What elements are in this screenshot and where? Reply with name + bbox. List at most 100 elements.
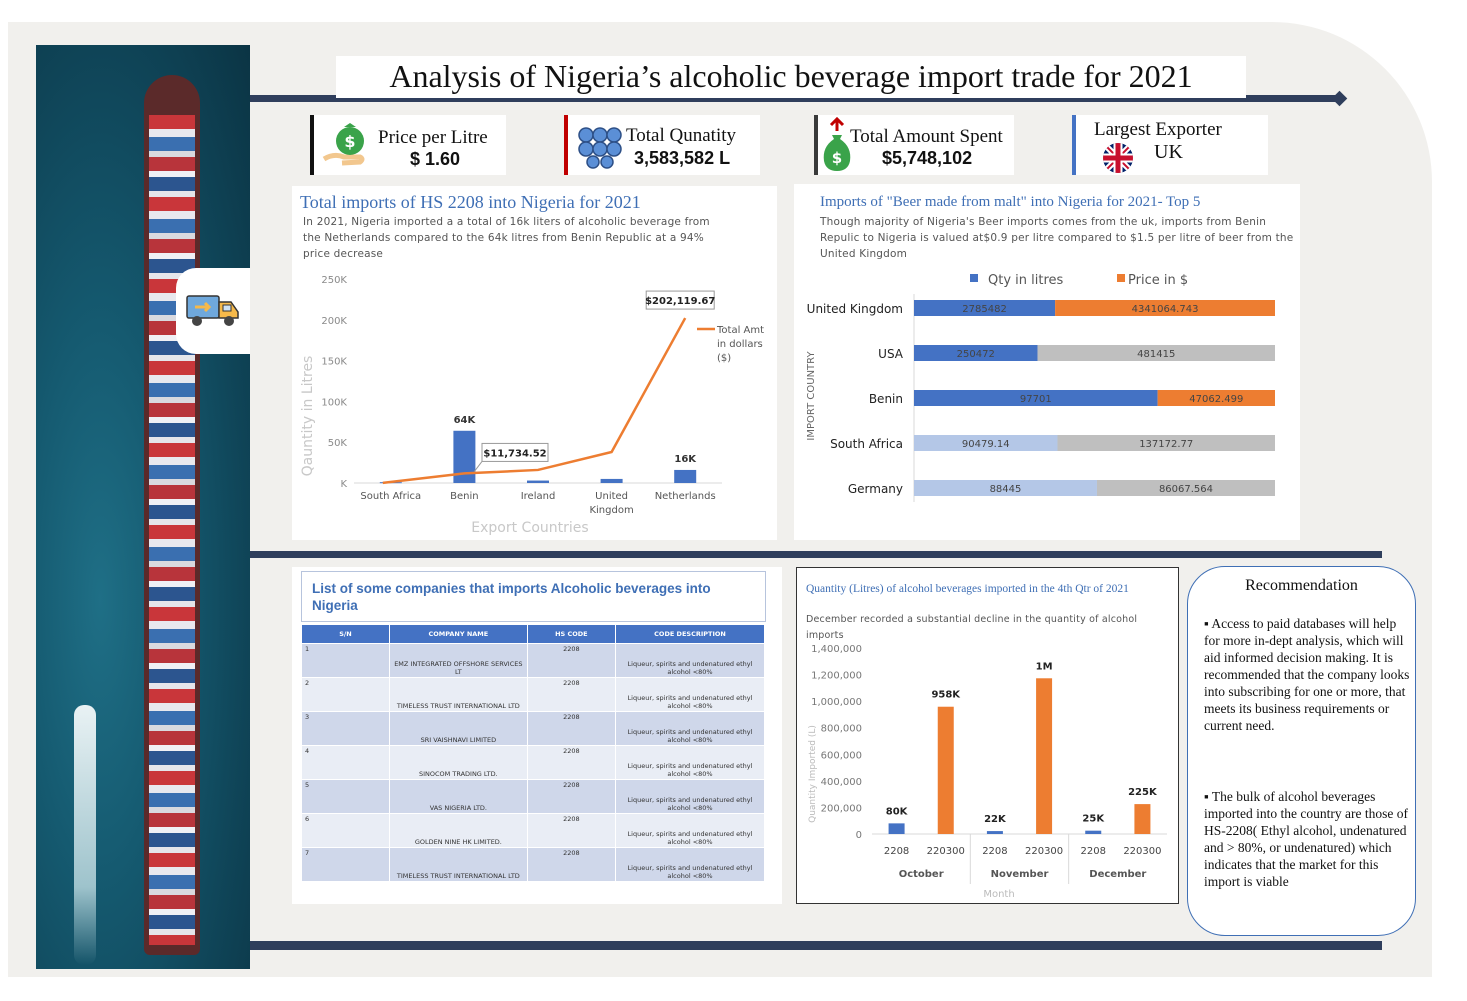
category-label: United Kingdom	[807, 302, 903, 316]
panel-subtitle: December recorded a substantial decline …	[806, 614, 1138, 641]
group-label: October	[899, 869, 944, 880]
cell-company-name: SINOCOM TRADING LTD.	[388, 745, 528, 780]
category-label: USA	[878, 347, 904, 361]
bar-data-label: 250472	[957, 349, 995, 360]
cell-code-description: Liqueur, spirits and undenatured ethyl a…	[615, 677, 765, 712]
cell-sn: 6	[301, 813, 390, 848]
x-tick-label: 2208	[1081, 846, 1106, 857]
y-tick-label: 200K	[321, 316, 347, 327]
bar-data-label: 97701	[1020, 394, 1052, 405]
container-ship-photo	[36, 45, 250, 969]
barrels-icon	[578, 127, 622, 169]
x-tick-label: 220300	[1123, 846, 1161, 857]
cell-sn: 7	[301, 847, 390, 882]
group-label: November	[991, 869, 1049, 880]
bar-data-label: 80K	[886, 806, 909, 817]
bar-data-label: 958K	[931, 690, 961, 701]
kpi-value: 3,583,582 L	[634, 148, 731, 168]
panel-q4-quantity: Quantity (Litres) of alcohol beverages i…	[796, 567, 1179, 904]
line-series-total-amount	[382, 317, 687, 485]
bar	[937, 706, 954, 834]
kpi-price-per-litre: $ Price per Litre $ 1.60	[310, 115, 506, 175]
q4-quantity-bar-chart: 0 200,000 400,000 600,000 800,000 1,000,000 1,…	[808, 644, 1167, 900]
cell-code-description: Liqueur, spirits and undenatured ethyl a…	[615, 813, 765, 848]
legend-swatch	[970, 274, 978, 282]
cell-sn: 4	[301, 745, 390, 780]
header-hs-code: HS CODE	[526, 624, 617, 644]
y-tick-label: 1,200,000	[811, 671, 862, 682]
table-title-box: List of some companies that imports Alco…	[301, 571, 766, 622]
bar-data-label: 1M	[1036, 661, 1053, 672]
category-label: Benin	[869, 392, 903, 406]
panel-subtitle: Though majority of Nigeria's Beer import…	[820, 216, 1294, 260]
y-tick-label: 1,400,000	[811, 644, 862, 655]
cell-hs-code: 2208	[526, 847, 617, 882]
x-tick-label: Benin	[450, 491, 478, 502]
x-tick-label: United	[595, 491, 628, 502]
y-tick-label: 200,000	[821, 803, 862, 814]
ship-containers	[149, 115, 195, 945]
bar-data-label: 22K	[984, 814, 1007, 825]
kpi-accent-bar	[1072, 115, 1076, 175]
kpi-label: Total Amount Spent	[850, 126, 1003, 147]
cell-hs-code: 2208	[526, 711, 617, 746]
legend-swatch	[1117, 274, 1125, 282]
cell-hs-code: 2208	[526, 779, 617, 814]
y-axis-title: Qauntity in Litres	[300, 356, 316, 477]
bar-segment-price	[1157, 390, 1275, 406]
bar-data-label: 25K	[1082, 814, 1105, 825]
bar-data-label: 4341064.743	[1132, 304, 1199, 315]
bar-data-label: 86067.564	[1159, 484, 1213, 495]
kpi-accent-bar	[564, 115, 568, 175]
x-tick-label: Ireland	[521, 491, 556, 502]
bar	[600, 478, 623, 483]
kpi-label: Total Qunatity	[626, 125, 737, 146]
y-tick-label: 150K	[321, 357, 347, 368]
x-axis-title: Month	[983, 889, 1014, 900]
bar-segment-qty	[914, 435, 1058, 451]
kpi-label: Price per Litre	[378, 127, 488, 148]
y-tick-label: 600,000	[821, 750, 862, 761]
bar-segment-price	[1037, 345, 1275, 361]
bar-data-label: 47062.499	[1189, 394, 1243, 405]
kpi-label: Largest Exporter	[1094, 119, 1222, 140]
kpi-largest-exporter: Largest Exporter UK	[1072, 115, 1268, 175]
bar	[453, 430, 476, 483]
bar	[986, 831, 1003, 834]
y-axis-title: IMPORT COUNTRY	[806, 351, 817, 441]
cell-company-name: EMZ INTEGRATED OFFSHORE SERVICES LT	[388, 643, 528, 678]
x-tick-label: Kingdom	[589, 505, 633, 516]
panel-title: Imports of "Beer made from malt" into Ni…	[820, 194, 1201, 210]
cell-code-description: Liqueur, spirits and undenatured ethyl a…	[615, 745, 765, 780]
title-box	[336, 56, 1246, 98]
table-row: 7 TIMELESS TRUST INTERNATIONAL LTD 2208 Liq…	[301, 847, 765, 882]
delivery-truck-icon	[186, 295, 239, 326]
company-table: S/N COMPANY NAME HS CODE CODE DESCRIPTIO…	[301, 624, 765, 882]
bar-data-label: 137172.77	[1139, 439, 1193, 450]
y-tick-label: K	[340, 479, 347, 490]
bar	[888, 823, 905, 834]
kpi-value: UK	[1154, 141, 1183, 163]
svg-text:$: $	[832, 149, 842, 167]
bar	[1036, 678, 1053, 834]
cell-code-description: Liqueur, spirits and undenatured ethyl a…	[615, 779, 765, 814]
header-code-description: CODE DESCRIPTION	[615, 624, 765, 644]
bar-data-label: 2785482	[962, 304, 1007, 315]
y-axis-title: Quantity Imported (L)	[808, 725, 818, 823]
bar-segment-qty	[914, 390, 1158, 406]
table-row: 3 SRI VAISHNAVI LIMITED 2208 Liqueur, spiri…	[301, 711, 765, 746]
panel-title: Total imports of HS 2208 into Nigeria fo…	[300, 192, 641, 212]
y-tick-label: 100K	[321, 397, 347, 408]
panel-title: Quantity (Litres) of alcohol beverages i…	[806, 583, 1129, 595]
kpi-accent-bar	[310, 115, 314, 175]
mid-divider	[250, 551, 1382, 558]
x-tick-label: Netherlands	[655, 491, 716, 502]
money-bag-hand-icon: $	[322, 123, 365, 166]
line-data-label: $202,119.67	[645, 296, 715, 307]
table-header-row: S/N COMPANY NAME HS CODE CODE DESCRIPTIO…	[301, 624, 765, 644]
bar	[674, 469, 697, 483]
table-body: 1 EMZ INTEGRATED OFFSHORE SERVICES LT 2208…	[301, 643, 765, 882]
legend-label: ($)	[717, 353, 731, 364]
table-row: 1 EMZ INTEGRATED OFFSHORE SERVICES LT 2208…	[301, 643, 765, 678]
table-row: 2 TIMELESS TRUST INTERNATIONAL LTD 2208 Liq…	[301, 677, 765, 712]
